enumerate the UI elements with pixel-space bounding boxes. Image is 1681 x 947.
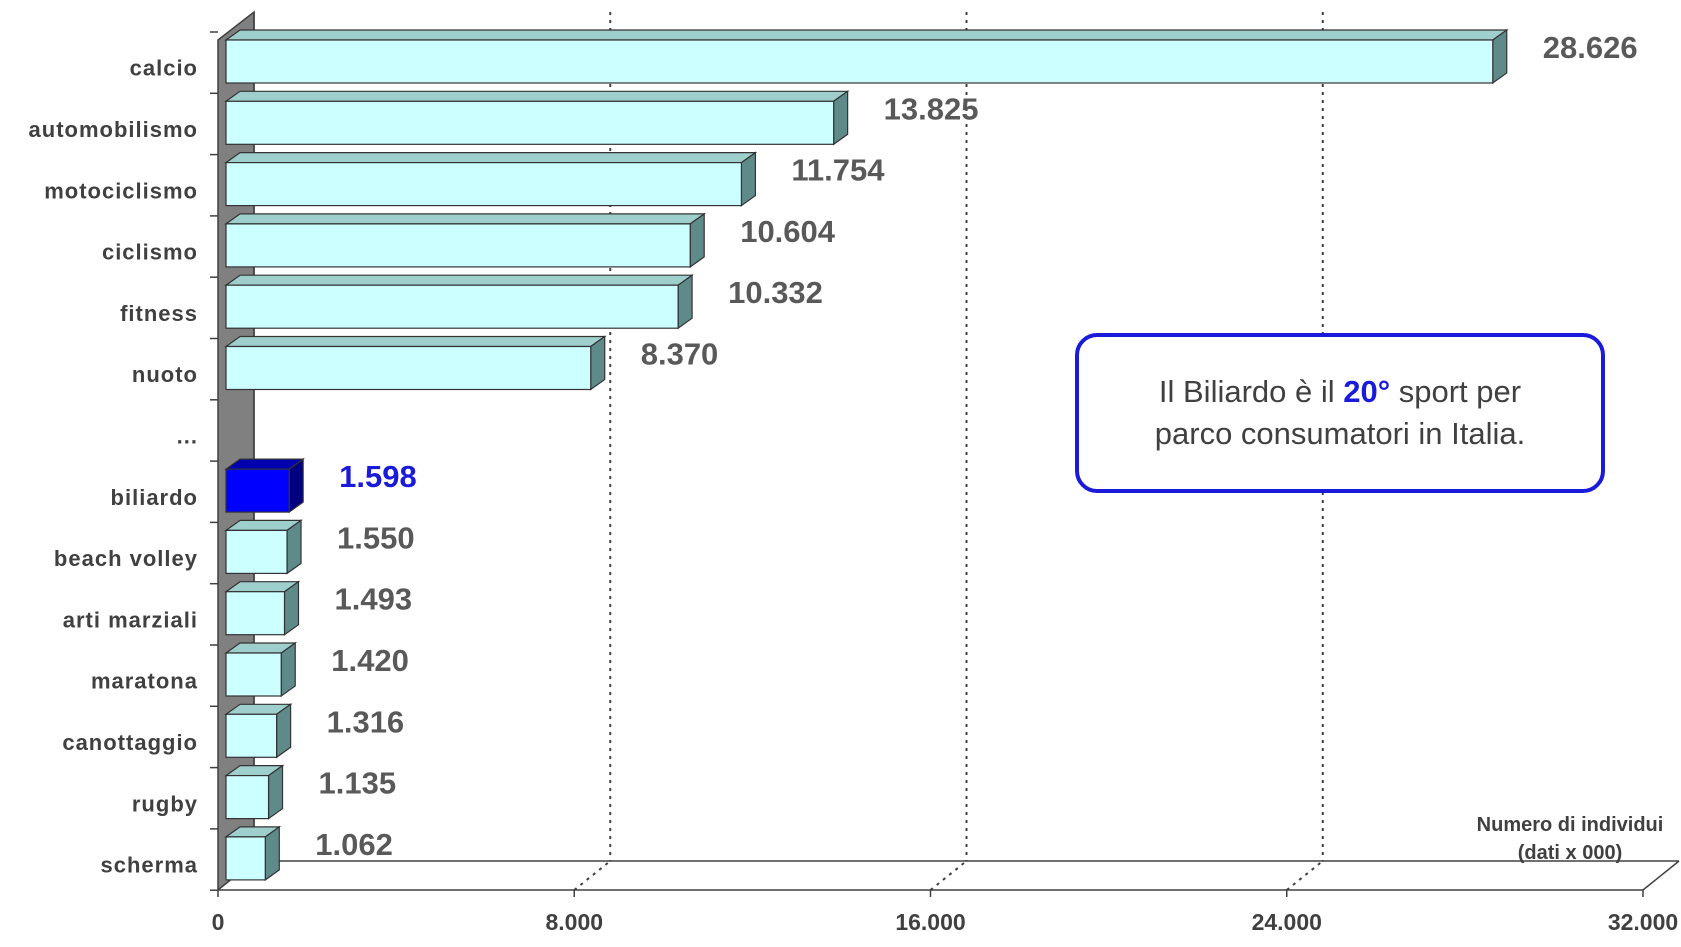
callout-highlight: 20° bbox=[1343, 374, 1391, 410]
bar-side bbox=[689, 212, 705, 269]
value-label-canottaggio: 1.316 bbox=[327, 704, 405, 739]
value-label-fitness: 10.332 bbox=[728, 275, 823, 310]
gridline-floor bbox=[929, 860, 968, 891]
value-label-maratona: 1.420 bbox=[331, 643, 409, 678]
bar-side bbox=[283, 580, 300, 636]
bar-front bbox=[225, 284, 679, 329]
value-label-ciclismo: 10.604 bbox=[740, 214, 836, 249]
bar-canottaggio bbox=[224, 703, 293, 759]
value-label-automobilismo: 13.825 bbox=[884, 91, 979, 126]
bar-side bbox=[833, 90, 849, 146]
category-label-nuoto: nuoto bbox=[132, 362, 198, 387]
bar-side bbox=[280, 641, 296, 698]
bar-ciclismo bbox=[224, 212, 707, 269]
x-tick-label: 24.000 bbox=[1252, 909, 1322, 935]
bar-top bbox=[224, 90, 850, 102]
value-label-nuoto: 8.370 bbox=[641, 337, 719, 372]
bar-rugby bbox=[224, 764, 285, 820]
bar-front bbox=[225, 468, 290, 513]
bar-front bbox=[225, 713, 278, 758]
bar-arti-marziali bbox=[224, 580, 301, 636]
category-label-calcio: calcio bbox=[130, 56, 198, 81]
callout-line2: parco consumatori in Italia. bbox=[1154, 416, 1526, 451]
bar-top bbox=[224, 29, 1509, 41]
category-label-scherma: scherma bbox=[100, 853, 198, 878]
bars bbox=[224, 28, 1509, 882]
bar-maratona bbox=[224, 641, 298, 698]
x-tick-label: 0 bbox=[212, 909, 225, 935]
bar-side bbox=[276, 703, 292, 759]
gridline-floor bbox=[1286, 860, 1324, 891]
x-tick-label: 32.000 bbox=[1608, 909, 1678, 935]
category-label-arti-marziali: arti marziali bbox=[63, 607, 198, 632]
floor-right-edge bbox=[1642, 860, 1680, 891]
value-label-beach-volley: 1.550 bbox=[337, 520, 415, 555]
category-label-maratona: maratona bbox=[91, 669, 198, 694]
bar-front bbox=[225, 39, 1494, 84]
bar-side bbox=[267, 764, 284, 820]
category-label-beach-volley: beach volley bbox=[54, 546, 198, 571]
bar-side bbox=[288, 457, 304, 514]
category-labels: calcio automobilismo motociclismo ciclismo f… bbox=[29, 56, 198, 878]
bar-beach-volley bbox=[224, 519, 303, 575]
bar-scherma bbox=[224, 825, 282, 882]
bar-front bbox=[225, 529, 288, 575]
callout-text-post: sport per bbox=[1390, 374, 1522, 410]
x-axis-ticks: 0 8.000 16.000 24.000 32.000 bbox=[212, 890, 1678, 935]
bar-top bbox=[224, 213, 707, 225]
bar-top bbox=[224, 152, 758, 164]
value-label-motociclismo: 11.754 bbox=[791, 153, 885, 188]
bar-front bbox=[225, 223, 691, 268]
x-tick-label: 16.000 bbox=[895, 909, 965, 935]
bar-front bbox=[225, 162, 743, 207]
bar-nuoto bbox=[224, 335, 607, 391]
category-label-motociclismo: motociclismo bbox=[44, 178, 198, 203]
value-label-calcio: 28.626 bbox=[1543, 30, 1638, 65]
bar-side bbox=[590, 335, 606, 391]
category-label-canottaggio: canottaggio bbox=[62, 730, 198, 755]
bar-side bbox=[1492, 28, 1508, 85]
bar-biliardo bbox=[224, 457, 306, 514]
bar-front bbox=[225, 652, 282, 697]
category-label-gap: ... bbox=[177, 423, 198, 448]
bar-motociclismo bbox=[224, 151, 758, 207]
axis-title-line2: (dati x 000) bbox=[1518, 842, 1622, 864]
category-label-biliardo: biliardo bbox=[111, 485, 198, 510]
value-label-scherma: 1.062 bbox=[315, 827, 393, 862]
value-label-biliardo: 1.598 bbox=[339, 459, 417, 494]
bar-top bbox=[224, 335, 607, 348]
category-label-automobilismo: automobilismo bbox=[29, 117, 198, 142]
category-label-rugby: rugby bbox=[132, 791, 198, 816]
value-label-rugby: 1.135 bbox=[319, 766, 397, 801]
bar-front bbox=[225, 836, 266, 881]
callout-box: Il Biliardo è il 20° sport per parco con… bbox=[1075, 333, 1605, 493]
bar-front bbox=[225, 345, 592, 391]
bar-fitness bbox=[224, 274, 694, 330]
value-label-arti-marziali: 1.493 bbox=[334, 582, 412, 617]
bar-side bbox=[677, 274, 693, 330]
callout-line1: Il Biliardo è il 20° sport per bbox=[1159, 371, 1521, 413]
bar-front bbox=[225, 591, 286, 636]
axis-title-line1: Numero di individui bbox=[1477, 814, 1664, 836]
callout-text-pre: Il Biliardo è il bbox=[1158, 374, 1344, 410]
bar-calcio bbox=[224, 28, 1509, 85]
bar-front bbox=[225, 100, 835, 145]
bar-side bbox=[286, 519, 302, 575]
bar-automobilismo bbox=[224, 90, 850, 146]
bar-side bbox=[264, 825, 280, 882]
bar-front bbox=[225, 774, 270, 820]
gridline-floor bbox=[573, 860, 611, 891]
category-label-fitness: fitness bbox=[120, 301, 198, 326]
value-labels: 28.626 13.825 11.754 10.604 10.332 8.370 1.598… bbox=[315, 30, 1637, 862]
category-label-ciclismo: ciclismo bbox=[102, 240, 198, 265]
bar-side bbox=[740, 151, 757, 207]
x-tick-label: 8.000 bbox=[545, 909, 603, 935]
bar-top bbox=[224, 274, 694, 286]
